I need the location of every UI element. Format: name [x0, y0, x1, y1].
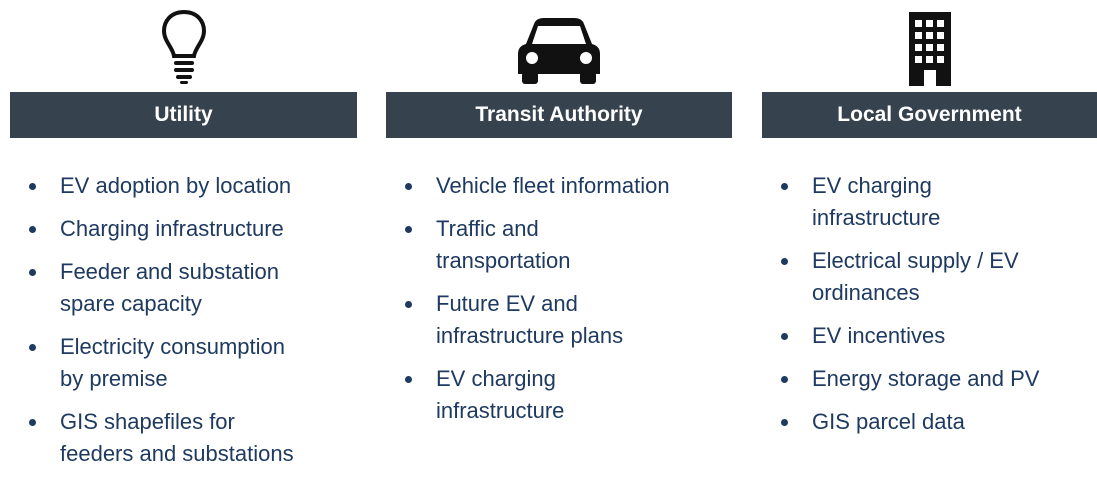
bulb-icon: [161, 9, 206, 84]
item-list: Vehicle fleet information Traffic and tran…: [386, 170, 670, 438]
list-item: EV incentives: [762, 320, 1039, 352]
bullet: [405, 301, 412, 308]
item-text: by premise: [60, 366, 168, 391]
car-icon: [518, 18, 600, 84]
item-list: EV charging infrastructure Electrical supp…: [762, 170, 1039, 449]
list-item: EV charging infrastructure: [386, 363, 670, 427]
item-list: EV adoption by location Charging infrastr…: [10, 170, 294, 481]
list-item: GIS parcel data: [762, 406, 1039, 438]
item-text: EV charging: [436, 366, 556, 391]
item-text: GIS shapefiles for: [60, 409, 235, 434]
list-item: Charging infrastructure: [10, 213, 294, 245]
column-header: Local Government: [762, 92, 1097, 138]
item-text: infrastructure: [812, 205, 941, 230]
bullet: [781, 376, 788, 383]
item-text: ordinances: [812, 280, 920, 305]
item-text: infrastructure plans: [436, 323, 624, 348]
item-text: Electrical supply / EV: [812, 248, 1019, 273]
item-text: Feeder and substation: [60, 259, 279, 284]
bullet: [29, 183, 36, 190]
bullet: [781, 419, 788, 426]
item-text: Energy storage and PV: [812, 366, 1040, 391]
column: Utility EV adoption by location Charging …: [10, 0, 357, 468]
bullet: [29, 344, 36, 351]
list-item: Traffic and transportation: [386, 213, 670, 277]
bullet: [405, 376, 412, 383]
bullet: [29, 419, 36, 426]
page: Utility EV adoption by location Charging …: [10, 0, 1097, 468]
list-item: EV adoption by location: [10, 170, 294, 202]
list-item: Electricity consumption by premise: [10, 331, 294, 395]
list-item: Vehicle fleet information: [386, 170, 670, 202]
building-icon: [908, 12, 951, 86]
item-text: GIS parcel data: [812, 409, 965, 434]
item-text: EV charging: [812, 173, 932, 198]
list-item: Energy storage and PV: [762, 363, 1039, 395]
bullet: [405, 183, 412, 190]
column-header: Transit Authority: [386, 92, 732, 138]
list-item: Electrical supply / EV ordinances: [762, 245, 1039, 309]
bullet: [29, 269, 36, 276]
list-item: Future EV and infrastructure plans: [386, 288, 670, 352]
item-text: Future EV and: [436, 291, 578, 316]
item-text: Electricity consumption: [60, 334, 285, 359]
bullet: [781, 333, 788, 340]
bullet: [781, 183, 788, 190]
list-item: GIS shapefiles for feeders and substation…: [10, 406, 294, 470]
item-text: infrastructure: [436, 398, 565, 423]
item-text: Charging infrastructure: [60, 216, 284, 241]
column: Transit Authority Vehicle fleet informat…: [386, 0, 732, 468]
item-text: Vehicle fleet information: [436, 173, 670, 198]
list-item: Feeder and substation spare capacity: [10, 256, 294, 320]
item-text: transportation: [436, 248, 571, 273]
item-text: spare capacity: [60, 291, 202, 316]
item-text: EV incentives: [812, 323, 946, 348]
bullet: [29, 226, 36, 233]
bullet: [781, 258, 788, 265]
column-header: Utility: [10, 92, 357, 138]
bullet: [405, 226, 412, 233]
item-text: Traffic and: [436, 216, 539, 241]
column: Local Government EV charging infrastructu…: [762, 0, 1097, 468]
item-text: feeders and substations: [60, 441, 294, 466]
item-text: EV adoption by location: [60, 173, 292, 198]
list-item: EV charging infrastructure: [762, 170, 1039, 234]
